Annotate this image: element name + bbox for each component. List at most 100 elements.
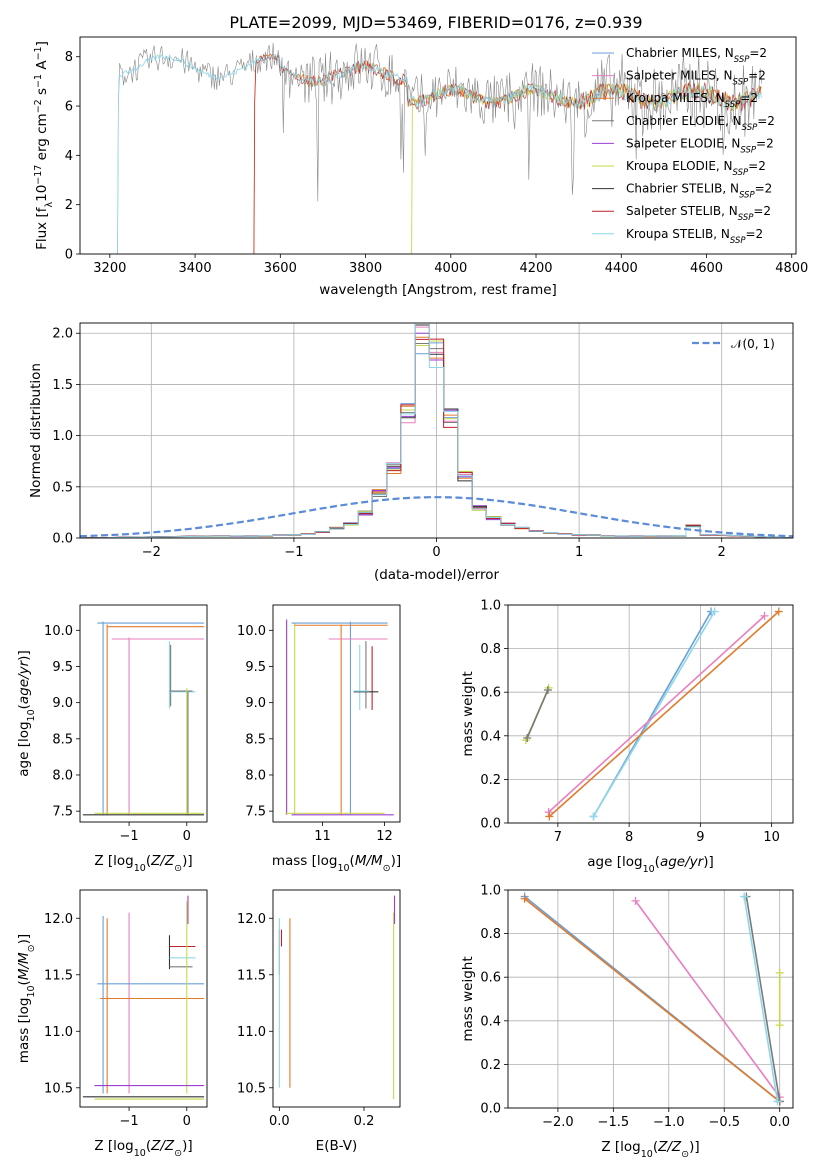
y-tick-label: 7.5 (245, 805, 266, 820)
y-tick-label: 10.5 (44, 1081, 73, 1096)
data-point (710, 607, 719, 616)
y-tick-label: 1.0 (480, 599, 501, 614)
y-tick-label: 9.0 (52, 696, 73, 711)
data-point (545, 812, 554, 821)
data-point (760, 611, 769, 620)
y-tick-label: 10.0 (237, 624, 266, 639)
y-tick-label: 11.0 (237, 1025, 266, 1040)
y-tick-label: 0.2 (480, 773, 501, 788)
massweight_vs_age-frame (507, 604, 794, 824)
x-axis-label: Z [log10(Z/Z⊙)] (601, 1139, 699, 1160)
mass_vs_EBV-marks (278, 895, 396, 1100)
data-point (775, 968, 784, 977)
legend-label: Kroupa MILES, NSSP=2 (626, 91, 758, 110)
y-tick-label: 0.6 (480, 686, 501, 701)
y-tick-label: 8.0 (52, 768, 73, 783)
x-axis-label: wavelength [Angstrom, rest frame] (319, 282, 557, 298)
x-tick-label: 3200 (93, 261, 126, 276)
legend-label: Chabrier ELODIE, NSSP=2 (626, 114, 775, 133)
x-tick-label: 11 (314, 829, 331, 844)
y-tick-label: 8.5 (245, 732, 266, 747)
y-tick-label: 8.5 (52, 732, 73, 747)
series-kroupa-stelib (743, 896, 779, 1102)
y-tick-label: 6 (65, 100, 73, 115)
y-tick-label: 0.5 (52, 480, 73, 495)
y-tick-label: 0.4 (480, 729, 501, 744)
y-tick-label: 11.5 (44, 968, 73, 983)
y-tick-label: 8.0 (245, 768, 266, 783)
x-tick-label: 3800 (349, 261, 382, 276)
histogram-kroupa-stelib (80, 323, 793, 538)
series-chabrier-elodie (745, 896, 781, 1102)
y-tick-label: 8 (65, 50, 73, 65)
y-tick-label: 0.0 (480, 817, 501, 832)
y-tick-label: 12.0 (44, 912, 73, 927)
massweight_vs_Z-lines (520, 892, 784, 1106)
data-point (520, 894, 529, 903)
mass_vs_Z-marks (82, 895, 205, 1100)
y-axis-label: age [log10(age/yr)] (16, 650, 37, 776)
x-tick-label: 0.0 (269, 1114, 290, 1129)
figure-title: PLATE=2099, MJD=53469, FIBERID=0176, z=0… (229, 13, 642, 32)
data-point (631, 896, 640, 905)
y-tick-label: 1.5 (52, 378, 73, 393)
x-tick-label: 1 (575, 545, 583, 560)
x-tick-label: −1.5 (598, 1115, 630, 1130)
x-axis-label: E(B-V) (316, 1138, 358, 1154)
age_vs_Z-marks (82, 621, 205, 816)
x-tick-label: −2.0 (542, 1115, 574, 1130)
y-tick-label: 0.0 (480, 1102, 501, 1117)
data-point (774, 607, 783, 616)
y-axis-label: Flux [fλ10−17 erg cm−2 s−1 A−1] (33, 41, 55, 250)
data-point (773, 1097, 782, 1106)
x-tick-label: −1.0 (653, 1115, 685, 1130)
x-axis-label: mass [log10(M/M⊙)] (272, 853, 401, 874)
y-tick-label: 0.2 (480, 1058, 501, 1073)
y-tick-label: 2 (65, 198, 73, 213)
data-point (589, 812, 598, 821)
massweight_vs_Z-frame (507, 889, 794, 1109)
y-tick-label: 12.0 (237, 912, 266, 927)
y-tick-label: 1.0 (480, 884, 501, 899)
x-tick-label: −1 (119, 829, 138, 844)
x-tick-label: −1 (284, 545, 303, 560)
x-tick-label: 0.0 (769, 1115, 790, 1130)
legend-label: Salpeter STELIB, NSSP=2 (626, 204, 771, 223)
legend-label: Kroupa STELIB, NSSP=2 (626, 227, 763, 246)
x-tick-label: 4000 (434, 261, 467, 276)
massweight_vs_age-lines (521, 607, 783, 821)
x-tick-label: 4400 (605, 261, 638, 276)
spectrum-lines (117, 42, 762, 254)
y-axis-label: Normed distribution (28, 363, 44, 498)
y-tick-label: 7.5 (52, 805, 73, 820)
x-tick-label: 0 (183, 829, 191, 844)
y-tick-label: 9.5 (52, 660, 73, 675)
y-tick-label: 0.8 (480, 927, 501, 942)
series-kroupa-stelib (117, 54, 762, 254)
mass_vs_Z-frame (79, 889, 208, 1108)
x-axis-label: age [log10(age/yr)] (587, 854, 713, 875)
x-axis-label: Z [log10(Z/Z⊙)] (94, 853, 192, 874)
legend-label: Kroupa ELODIE, NSSP=2 (626, 159, 766, 178)
x-tick-label: 8 (625, 830, 633, 845)
x-axis-label: (data-model)/error (374, 567, 500, 583)
y-axis-label: mass [log10(M/M⊙)] (16, 934, 37, 1063)
y-tick-label: 0.4 (480, 1014, 501, 1029)
y-tick-label: 0 (65, 248, 73, 263)
series-kroupa-stelib (592, 611, 716, 817)
y-tick-label: 9.5 (245, 660, 266, 675)
data-point (544, 808, 553, 817)
legend-label: Salpeter MILES, NSSP=2 (626, 69, 766, 88)
x-tick-label: 0 (183, 1114, 191, 1129)
y-tick-label: 1.0 (52, 429, 73, 444)
y-tick-label: 0.0 (52, 532, 73, 547)
x-tick-label: 7 (554, 830, 562, 845)
x-tick-label: 3400 (179, 261, 212, 276)
x-axis-label: Z [log10(Z/Z⊙)] (94, 1138, 192, 1159)
x-tick-label: 2 (718, 545, 726, 560)
y-tick-label: 9.0 (245, 696, 266, 711)
series-salpeter-miles (634, 900, 781, 1098)
series-observed (117, 42, 762, 254)
x-tick-label: 12 (376, 829, 393, 844)
